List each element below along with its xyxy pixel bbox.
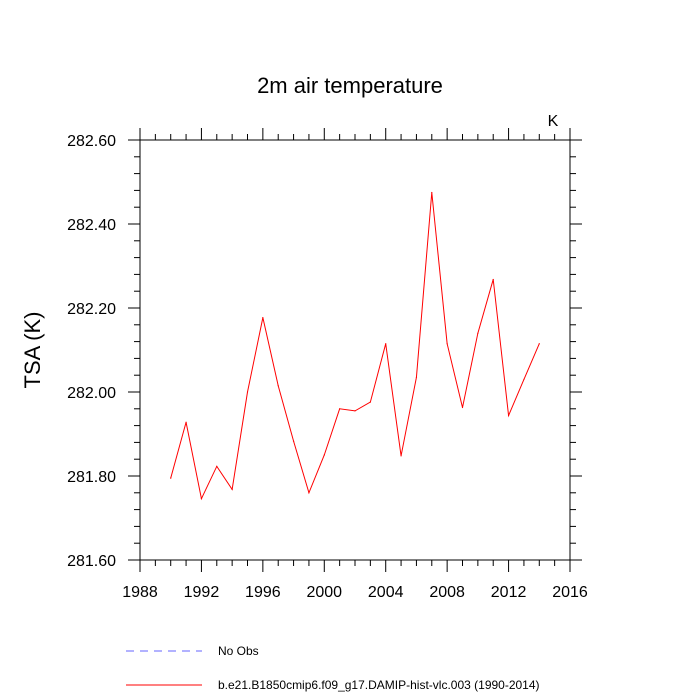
data-point — [231, 488, 233, 491]
data-point — [400, 455, 402, 457]
data-point — [323, 454, 325, 456]
data-point — [170, 477, 172, 479]
x-tick-label: 2000 — [306, 584, 342, 601]
x-tick-label: 2004 — [368, 584, 404, 601]
x-tick-label: 2016 — [552, 584, 588, 601]
y-tick-label: 281.60 — [67, 553, 116, 570]
x-tick-label: 2012 — [491, 584, 527, 601]
series-layer — [170, 191, 540, 501]
data-point — [385, 343, 387, 345]
x-tick-label: 2008 — [429, 584, 465, 601]
data-point — [477, 332, 479, 334]
data-point — [431, 191, 433, 194]
series-line — [170, 192, 540, 501]
y-tick-label: 282.00 — [67, 385, 116, 402]
data-point — [308, 492, 310, 494]
x-tick-label: 1996 — [245, 584, 281, 601]
legend-label: No Obs — [218, 644, 259, 658]
data-point — [492, 278, 494, 281]
data-point — [415, 376, 418, 378]
y-tick-label: 282.60 — [67, 133, 116, 150]
y-tick-label: 282.40 — [67, 217, 116, 234]
data-point — [200, 498, 203, 500]
data-point — [216, 465, 218, 467]
legend: No Obs b.e21.B1850cmip6.f09_g17.DAMIP-his… — [126, 644, 540, 692]
data-point — [461, 406, 464, 409]
y-axis-label: TSA (K) — [20, 311, 45, 388]
data-point — [446, 343, 448, 345]
data-point — [277, 385, 279, 387]
data-point — [538, 343, 540, 345]
chart-title: 2m air temperature — [257, 73, 443, 98]
legend-label: b.e21.B1850cmip6.f09_g17.DAMIP-hist-vlc.… — [218, 678, 540, 692]
data-point — [369, 401, 371, 403]
data-point — [339, 408, 341, 410]
axis-ticks: 1988 1992 1996 2000 2004 2008 2012 2016 281.60 28… — [67, 128, 588, 601]
data-point — [507, 414, 510, 417]
data-point — [262, 317, 264, 319]
x-tick-label: 1992 — [184, 584, 220, 601]
x-tick-label: 1988 — [122, 584, 158, 601]
y-tick-label: 281.80 — [67, 469, 116, 486]
data-point — [292, 440, 295, 442]
y-tick-label: 282.20 — [67, 301, 116, 318]
plot-frame — [139, 139, 571, 561]
units-label: K — [548, 113, 559, 130]
data-point — [246, 391, 249, 393]
data-point — [354, 410, 356, 412]
data-point — [523, 378, 525, 380]
data-point — [185, 421, 187, 423]
